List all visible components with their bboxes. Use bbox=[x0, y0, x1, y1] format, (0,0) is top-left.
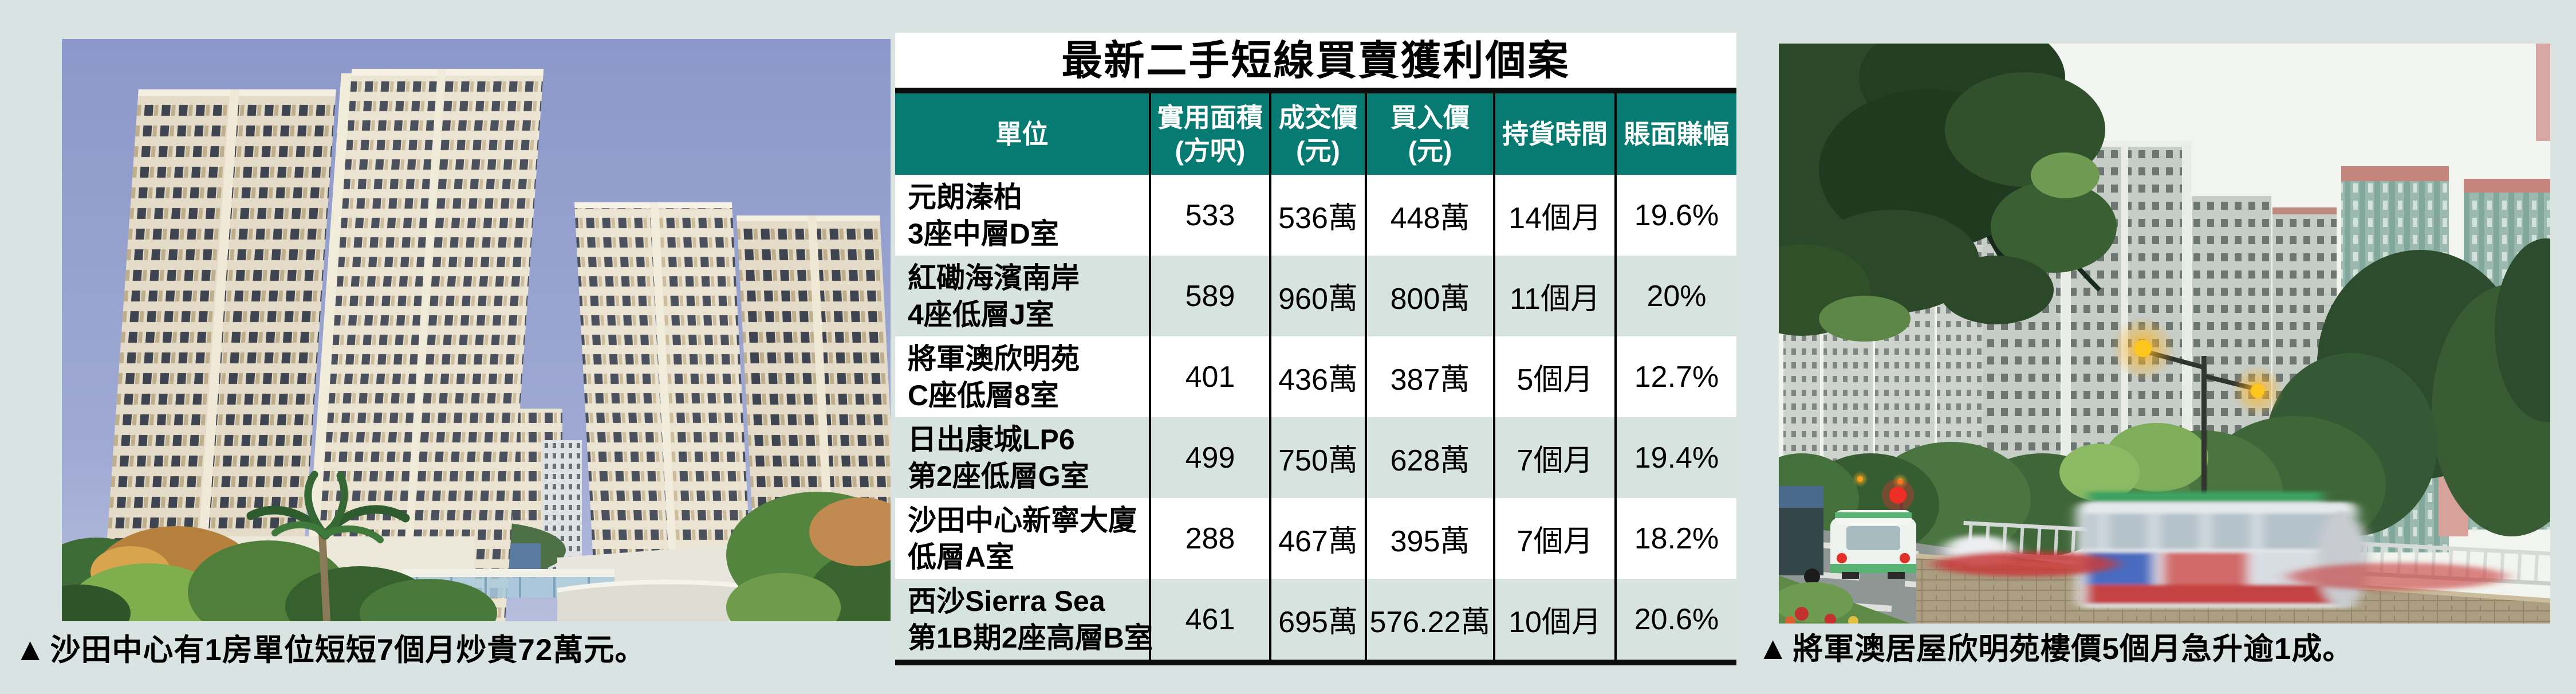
cell-sold: 536萬 bbox=[1271, 175, 1367, 256]
cell-hold: 7個月 bbox=[1495, 498, 1617, 579]
cell-gain: 20.6% bbox=[1634, 602, 1719, 636]
street-lamp bbox=[1852, 316, 2283, 624]
cell-area: 401 bbox=[1151, 336, 1271, 417]
table-row: 元朗溱柏 3座中層D室 533 536萬 448萬 14個月 19.6% bbox=[895, 175, 1736, 256]
cell-hold: 5個月 bbox=[1495, 336, 1617, 417]
cell-unit: 日出康城LP6 第2座低層G室 bbox=[895, 417, 1151, 498]
table-row: 紅磡海濱南岸 4座低層J室 589 960萬 800萬 11個月 20% bbox=[895, 256, 1736, 336]
left-photo-caption: ▲ 沙田中心有1房單位短短7個月炒貴72萬元。 bbox=[14, 626, 645, 669]
trees bbox=[62, 492, 891, 621]
cell-hold: 11個月 bbox=[1495, 256, 1617, 336]
profit-cases-table: 最新二手短線買賣獲利個案 單位 實用面積 (方呎) 成交價 (元) 買入價 (元) 持… bbox=[895, 33, 1736, 665]
cell-unit: 元朗溱柏 3座中層D室 bbox=[895, 175, 1151, 256]
col-header-buy-price: 買入價 (元) bbox=[1367, 93, 1495, 175]
table-bottom-rule bbox=[895, 660, 1736, 665]
palm-tree bbox=[246, 470, 410, 621]
right-photo-tko-street bbox=[1779, 44, 2550, 624]
cell-gain: 20% bbox=[1647, 279, 1707, 313]
col-header-gain: 賬面賺幅 bbox=[1624, 119, 1730, 149]
left-tower-group bbox=[101, 69, 544, 621]
caption-text: 將軍澳居屋欣明苑樓價5個月急升逾1成。 bbox=[1793, 632, 2354, 666]
tree-canopy bbox=[1779, 44, 2117, 342]
cell-bought: 395萬 bbox=[1367, 498, 1495, 579]
cell-unit: 西沙Sierra Sea 第1B期2座高層B室 bbox=[895, 579, 1153, 660]
right-photo-caption: ▲ 將軍澳居屋欣明苑樓價5個月急升逾1成。 bbox=[1757, 625, 2353, 668]
table-row: 日出康城LP6 第2座低層G室 499 750萬 628萬 7個月 19.4% bbox=[895, 417, 1736, 498]
cell-unit: 沙田中心新寧大廈 低層A室 bbox=[895, 498, 1151, 579]
table-row: 沙田中心新寧大廈 低層A室 288 467萬 395萬 7個月 18.2% bbox=[895, 498, 1736, 579]
cell-gain: 18.2% bbox=[1634, 522, 1719, 555]
footbridge-roof bbox=[403, 569, 615, 577]
cell-sold: 467萬 bbox=[1271, 498, 1367, 579]
table-row: 西沙Sierra Sea 第1B期2座高層B室 461 695萬 576.22萬 … bbox=[895, 579, 1736, 660]
cell-sold: 436萬 bbox=[1271, 336, 1367, 417]
left-photo-shatin-towers bbox=[62, 39, 891, 621]
cell-bought: 448萬 bbox=[1367, 175, 1495, 256]
blurred-taxi bbox=[1933, 535, 2506, 590]
left-photo-illustration bbox=[62, 39, 891, 621]
caption-triangle-icon: ▲ bbox=[14, 631, 47, 667]
cell-unit: 將軍澳欣明苑 C座低層8室 bbox=[895, 336, 1151, 417]
cell-sold: 960萬 bbox=[1271, 256, 1367, 336]
cell-gain: 19.6% bbox=[1634, 198, 1719, 232]
cell-sold: 695萬 bbox=[1271, 579, 1367, 660]
cell-hold: 10個月 bbox=[1495, 579, 1617, 660]
right-photo-illustration bbox=[1779, 44, 2550, 624]
right-tower-group bbox=[574, 202, 891, 582]
col-header-area: 實用面積 (方呎) bbox=[1151, 93, 1271, 175]
title-rule bbox=[895, 88, 1736, 93]
cell-hold: 14個月 bbox=[1495, 175, 1617, 256]
cell-area: 499 bbox=[1151, 417, 1271, 498]
green-minibus bbox=[1830, 510, 1916, 579]
cell-sold: 750萬 bbox=[1271, 417, 1367, 498]
col-header-holding-time: 持貨時間 bbox=[1495, 93, 1617, 175]
cell-bought: 576.22萬 bbox=[1367, 579, 1495, 660]
blurred-bus bbox=[2077, 492, 2369, 608]
traffic-light bbox=[1882, 479, 1914, 548]
caption-text: 沙田中心有1房單位短短7個月炒貴72萬元。 bbox=[50, 633, 646, 667]
cell-area: 589 bbox=[1151, 256, 1271, 336]
table-header-row: 單位 實用面積 (方呎) 成交價 (元) 買入價 (元) 持貨時間 賬面賺幅 bbox=[895, 93, 1736, 175]
cell-bought: 628萬 bbox=[1367, 417, 1495, 498]
cell-area: 461 bbox=[1151, 579, 1271, 660]
cell-gain: 19.4% bbox=[1634, 441, 1719, 475]
col-header-sold-price: 成交價 (元) bbox=[1271, 93, 1367, 175]
table-title: 最新二手短線買賣獲利個案 bbox=[895, 33, 1736, 88]
cell-gain: 12.7% bbox=[1634, 360, 1719, 394]
caption-triangle-icon: ▲ bbox=[1757, 630, 1790, 666]
cell-hold: 7個月 bbox=[1495, 417, 1617, 498]
cell-bought: 387萬 bbox=[1367, 336, 1495, 417]
col-header-unit: 單位 bbox=[895, 93, 1151, 175]
cell-area: 288 bbox=[1151, 498, 1271, 579]
cell-bought: 800萬 bbox=[1367, 256, 1495, 336]
table-row: 將軍澳欣明苑 C座低層8室 401 436萬 387萬 5個月 12.7% bbox=[895, 336, 1736, 417]
cell-area: 533 bbox=[1151, 175, 1271, 256]
truck bbox=[1779, 486, 1823, 585]
flower-bed bbox=[1779, 575, 1911, 624]
cell-unit: 紅磡海濱南岸 4座低層J室 bbox=[895, 256, 1151, 336]
